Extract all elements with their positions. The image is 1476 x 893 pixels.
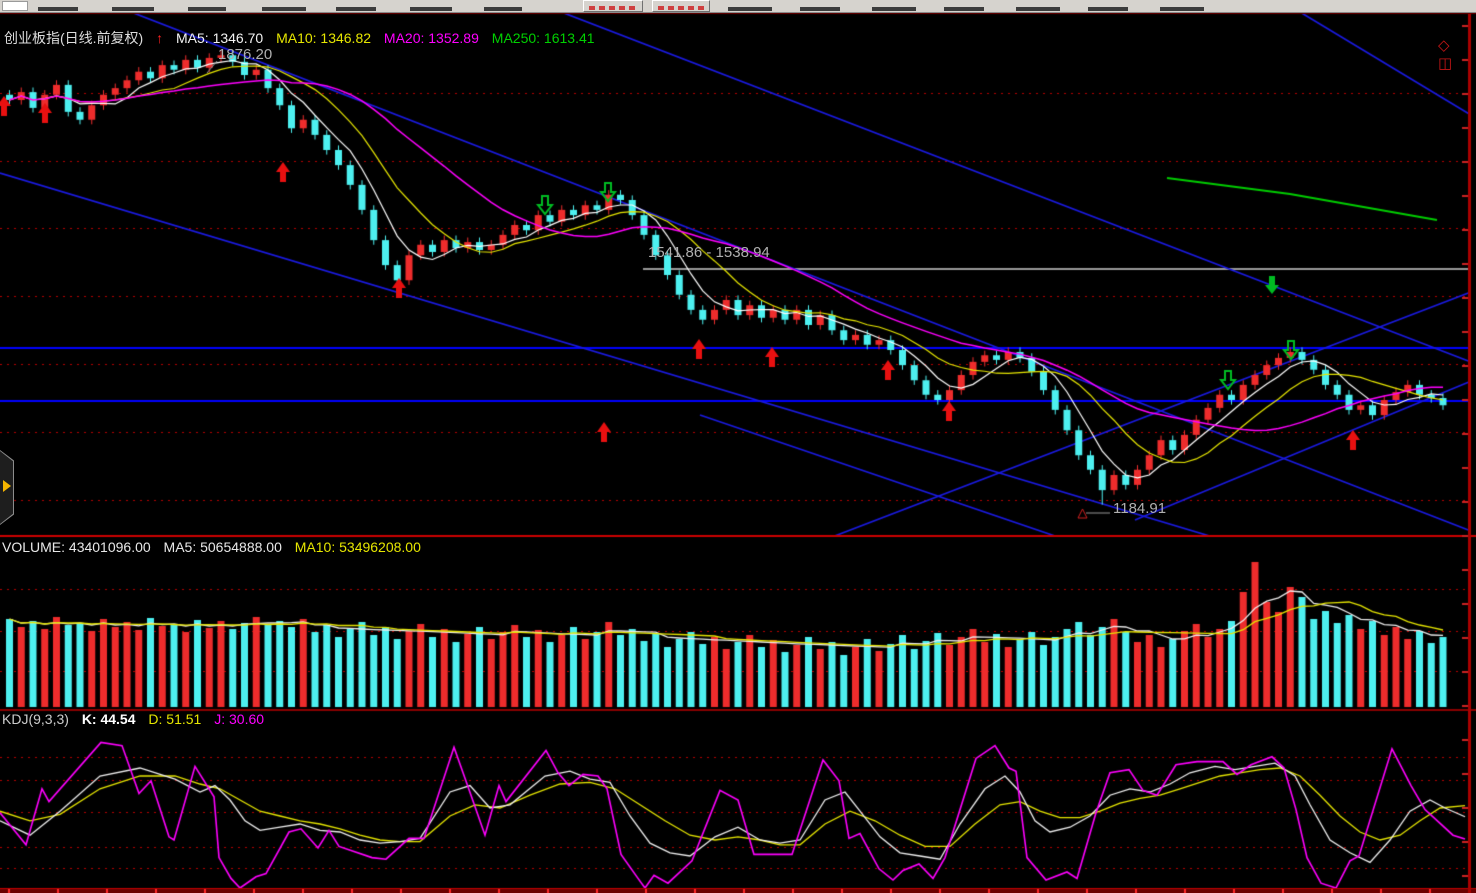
diamond-icon[interactable]: ◇ <box>1438 37 1453 54</box>
range-price-label: 1541.86 - 1538.94 <box>648 244 770 261</box>
menubar-item-fragment[interactable] <box>944 7 984 11</box>
ma10-readout: MA10: 1346.82 <box>276 30 372 46</box>
volume-ma10-readout: MA10: 53496208.00 <box>294 539 421 555</box>
menubar-item-fragment[interactable] <box>484 7 522 11</box>
sidebar-expand-handle[interactable] <box>0 450 14 525</box>
menubar-button-label-fragment <box>658 6 704 10</box>
ma250-readout: MA250: 1613.41 <box>491 30 595 46</box>
pane-corner-controls: ◇ ◫ <box>1438 36 1476 72</box>
split-window-icon[interactable]: ◫ <box>1438 55 1456 72</box>
menubar-item-fragment[interactable] <box>410 7 452 11</box>
kdj-j-readout: J: 30.60 <box>214 711 265 727</box>
high-price-label: 1876.20 <box>218 46 273 63</box>
menubar-button[interactable] <box>652 0 710 12</box>
kdj-name: KDJ(9,3,3) <box>2 711 69 727</box>
menubar-item-fragment[interactable] <box>188 7 226 11</box>
expand-arrow-icon <box>3 480 11 492</box>
kdj-header: KDJ(9,3,3) K: 44.54 D: 51.51 J: 30.60 <box>2 711 273 727</box>
menubar-item-fragment[interactable] <box>800 7 840 11</box>
menubar-item-fragment[interactable] <box>336 7 376 11</box>
menubar-logo-box <box>2 1 28 11</box>
volume-header: VOLUME: 43401096.00 MA5: 50654888.00 MA1… <box>2 539 430 555</box>
symbol-title: 创业板指(日线.前复权) <box>4 30 144 46</box>
menubar-item-fragment[interactable] <box>38 7 78 11</box>
kdj-d-readout: D: 51.51 <box>148 711 202 727</box>
up-arrow-icon: ↑ <box>156 30 164 46</box>
menubar-item-fragment[interactable] <box>872 7 916 11</box>
menubar-button[interactable] <box>583 0 643 12</box>
main-chart-header: 创业板指(日线.前复权) ↑ MA5: 1346.70 MA10: 1346.8… <box>4 28 604 48</box>
ma5-readout: MA5: 1346.70 <box>176 30 264 46</box>
low-price-label: 1184.91 <box>1113 500 1167 517</box>
kdj-k-readout: K: 44.54 <box>81 711 136 727</box>
menubar-button-label-fragment <box>589 6 637 10</box>
menubar-item-fragment[interactable] <box>728 7 772 11</box>
menubar-item-fragment[interactable] <box>1016 7 1060 11</box>
volume-readout: VOLUME: 43401096.00 <box>2 539 151 555</box>
menubar-item-fragment[interactable] <box>262 7 306 11</box>
menubar-item-fragment[interactable] <box>112 7 154 11</box>
menubar[interactable] <box>0 0 1476 13</box>
ma20-readout: MA20: 1352.89 <box>383 30 479 46</box>
volume-ma5-readout: MA5: 50654888.00 <box>163 539 282 555</box>
menubar-item-fragment[interactable] <box>1160 7 1204 11</box>
menubar-item-fragment[interactable] <box>1088 7 1128 11</box>
